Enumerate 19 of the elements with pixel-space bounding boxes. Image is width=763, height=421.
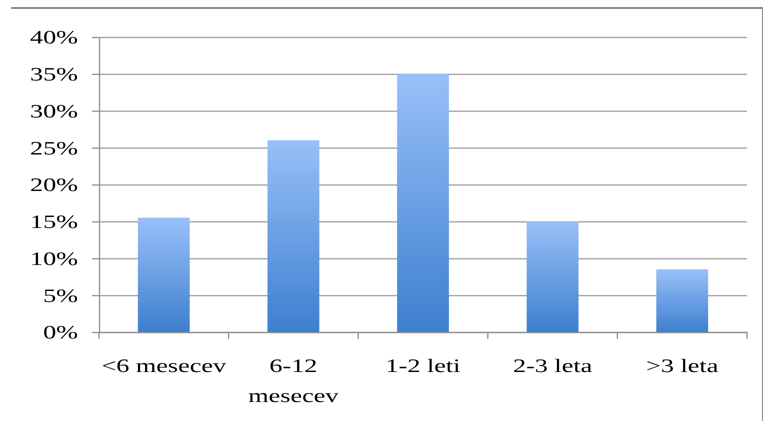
x-tick-label: 6-12 mesecev bbox=[248, 355, 340, 406]
y-tick-label: 5% bbox=[43, 285, 78, 306]
x-tick-label: 2-3 leta bbox=[512, 355, 592, 376]
bar bbox=[656, 269, 708, 332]
y-tick-label: 25% bbox=[30, 138, 78, 158]
x-tick-label: >3 leta bbox=[646, 355, 718, 376]
x-tick-label: <6 mesecev bbox=[101, 355, 227, 376]
y-tick-label: 20% bbox=[30, 174, 78, 196]
bar bbox=[267, 140, 320, 332]
bar bbox=[397, 74, 449, 332]
bar bbox=[138, 218, 190, 332]
y-tick-label: 35% bbox=[30, 64, 78, 85]
x-tick-label: 1-2 leti bbox=[386, 355, 460, 376]
y-tick-label: 10% bbox=[30, 248, 78, 270]
y-tick-label: 15% bbox=[30, 212, 78, 232]
y-tick-label: 30% bbox=[30, 100, 78, 122]
bar bbox=[526, 221, 579, 332]
y-tick-label: 40% bbox=[30, 27, 78, 48]
y-tick-label: 0% bbox=[43, 322, 78, 343]
